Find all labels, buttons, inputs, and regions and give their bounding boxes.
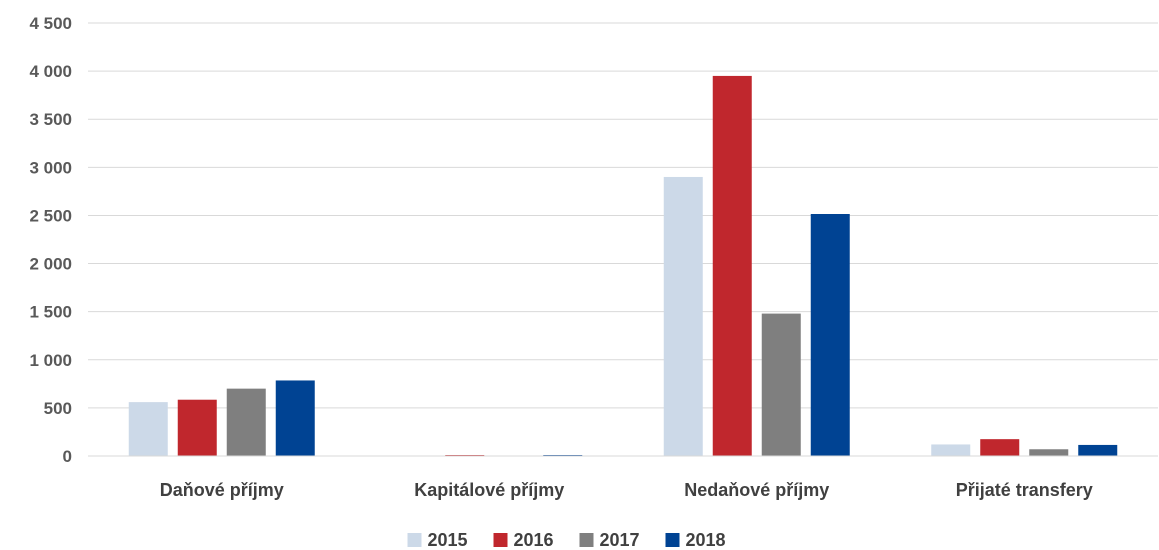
bar-2017-3 [1029, 449, 1069, 456]
bar-2018-3 [1078, 444, 1118, 456]
category-label: Nedaňové příjmy [684, 480, 829, 500]
bar-2018-2 [810, 214, 850, 456]
bar-2015-3 [931, 444, 971, 456]
y-tick-label: 0 [63, 447, 72, 466]
bar-2015-2 [663, 176, 703, 456]
y-tick-label: 3 500 [29, 110, 72, 129]
bar-2015-0 [128, 402, 168, 456]
y-tick-label: 2 000 [29, 255, 72, 274]
legend-label-2016: 2016 [514, 530, 554, 550]
category-label: Kapitálové příjmy [414, 480, 564, 500]
y-tick-label: 1 000 [29, 351, 72, 370]
legend-swatch-2015 [407, 533, 422, 547]
legend-swatch-2018 [665, 533, 680, 547]
legend-swatch-2017 [579, 533, 594, 547]
y-tick-label: 500 [44, 399, 72, 418]
y-tick-label: 1 500 [29, 303, 72, 322]
category-label: Daňové příjmy [160, 480, 284, 500]
bars [128, 75, 1118, 456]
legend-label-2017: 2017 [600, 530, 640, 550]
y-tick-label: 4 000 [29, 62, 72, 81]
category-label: Přijaté transfery [956, 480, 1093, 500]
x-axis-category-labels: Daňové příjmy Kapitálové příjmy Nedaňové p… [160, 480, 1093, 500]
y-tick-label: 3 000 [29, 158, 72, 177]
bar-2016-0 [177, 399, 217, 456]
y-tick-label: 4 500 [29, 14, 72, 33]
gridlines [88, 22, 1158, 409]
y-tick-label: 2 500 [29, 206, 72, 225]
y-axis-tick-labels: 0 500 1 000 1 500 2 000 2 500 3 000 3 500 4 000 4… [29, 14, 72, 466]
legend-swatch-2016 [493, 533, 508, 547]
legend: 2015 2016 2017 2018 [407, 530, 726, 550]
legend-label-2015: 2015 [428, 530, 468, 550]
bar-2016-3 [980, 439, 1020, 456]
legend-label-2018: 2018 [686, 530, 726, 550]
bar-2016-2 [712, 75, 752, 456]
bar-2017-0 [226, 388, 266, 456]
bar-2018-0 [275, 380, 315, 456]
bar-2017-2 [761, 313, 801, 456]
